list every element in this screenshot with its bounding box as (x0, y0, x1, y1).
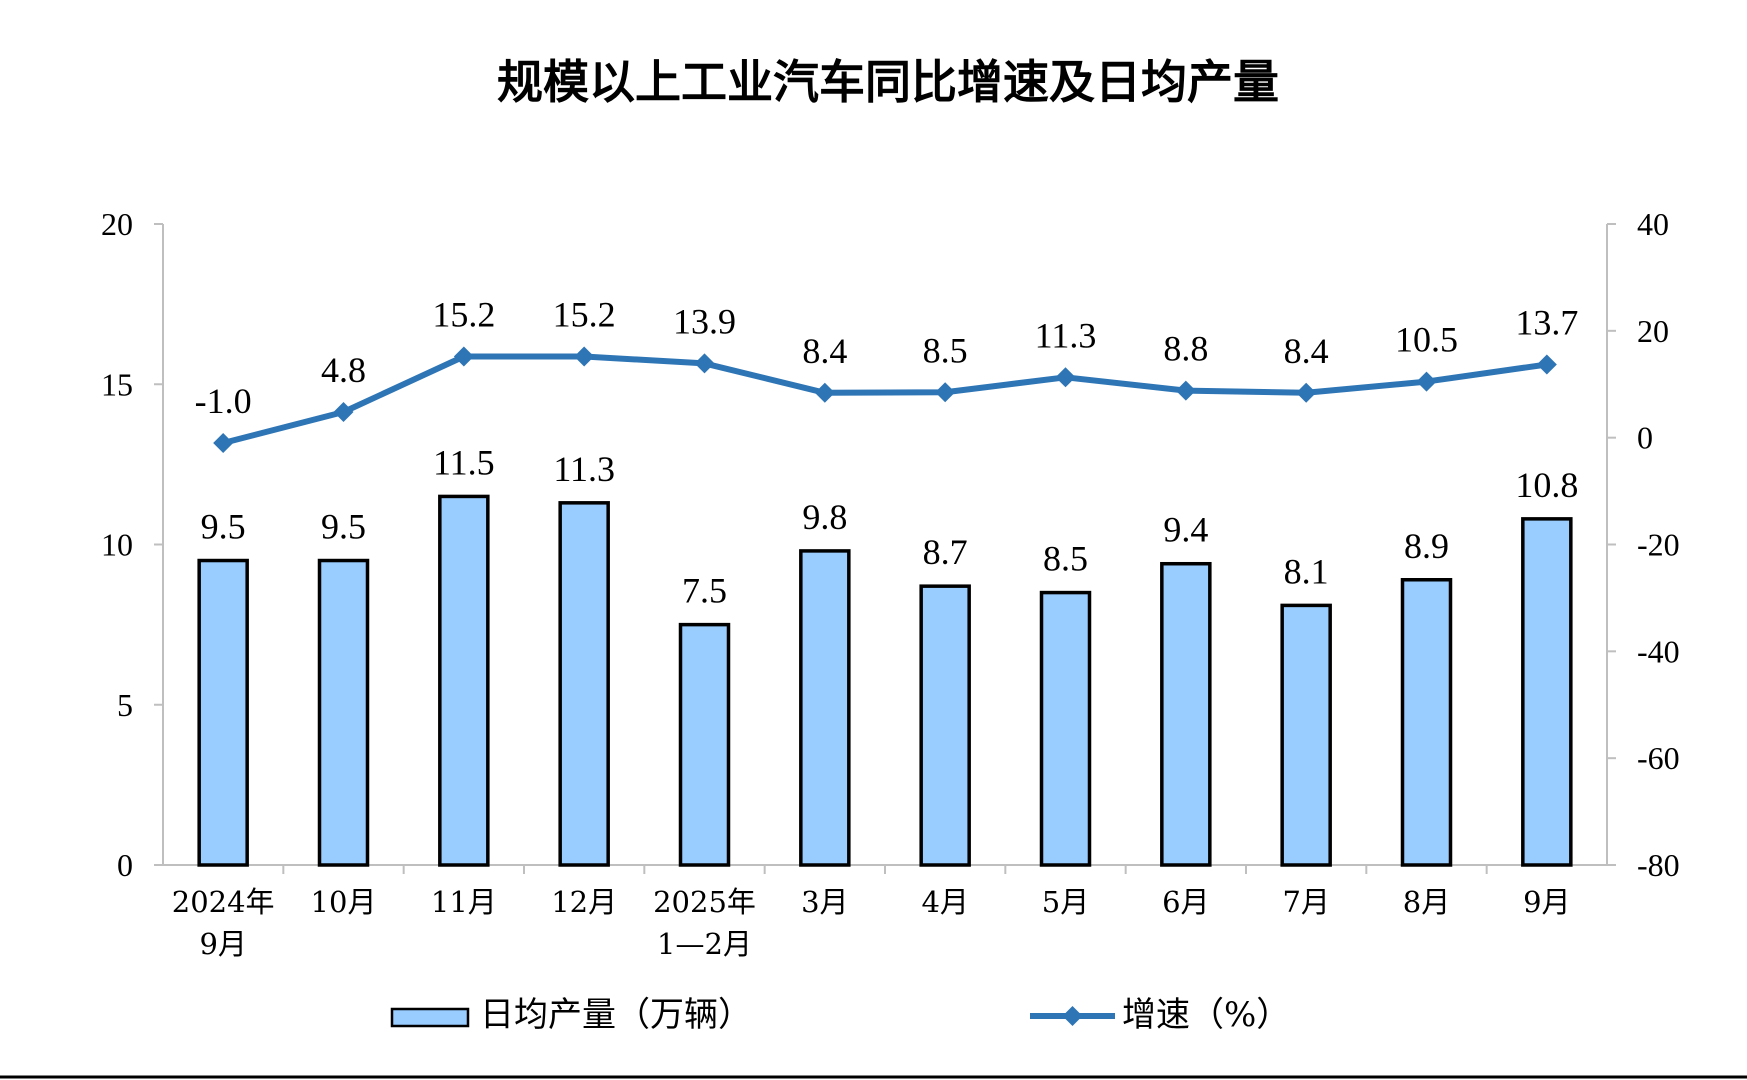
bar-data-label: 7.5 (682, 571, 727, 611)
line-data-label: 8.4 (1284, 331, 1329, 371)
line-data-label: 15.2 (432, 294, 495, 334)
bar-data-label: 8.5 (1043, 539, 1088, 579)
growth-line (222, 353, 1548, 446)
legend-bar-label: 日均产量（万辆） (480, 995, 752, 1035)
category-label: 5月 (1042, 885, 1089, 919)
bar (919, 584, 971, 867)
category-label: 4月 (921, 885, 968, 919)
line-marker (1055, 367, 1076, 388)
bar-data-label: 8.9 (1404, 526, 1449, 566)
bar-data-label: 9.5 (201, 507, 246, 547)
line-data-label: 10.5 (1395, 320, 1458, 360)
left-axis-tick-label: 20 (101, 206, 133, 242)
left-axis-tick-label: 5 (117, 687, 133, 723)
bar (799, 549, 851, 867)
bar (317, 558, 370, 867)
line-marker (1536, 354, 1557, 375)
line-data-label: 13.7 (1515, 302, 1578, 342)
right-axis-tick-label: -20 (1637, 527, 1680, 563)
line-marker (333, 402, 354, 423)
bar-data-label: 11.5 (433, 442, 495, 482)
category-label: 2025年 (653, 885, 756, 919)
bar-data-label: 8.7 (923, 532, 968, 572)
line-marker (574, 346, 595, 367)
right-axis-tick-label: -60 (1637, 740, 1680, 776)
bar (558, 501, 610, 867)
category-label: 8月 (1403, 885, 1450, 919)
category-label: 10月 (311, 885, 377, 919)
category-label: 6月 (1162, 885, 1209, 919)
category-label: 9月 (1523, 885, 1570, 919)
left-axis-tick-label: 15 (101, 366, 133, 402)
bar (1521, 517, 1573, 867)
legend: 日均产量（万辆） 增速（%） (390, 995, 1290, 1035)
right-axis-tick-label: 20 (1637, 313, 1669, 349)
bar (678, 622, 731, 867)
line-data-label: 13.9 (673, 301, 736, 341)
bar-data-label: 10.8 (1515, 465, 1578, 505)
line-marker (213, 433, 234, 454)
line-data-label: 8.4 (802, 331, 847, 371)
bar (1400, 578, 1453, 867)
legend-bar-swatch (390, 1007, 470, 1028)
category-label: 11月 (431, 885, 497, 919)
right-axis-tick-label: 40 (1637, 206, 1669, 242)
category-label: 9月 (199, 927, 246, 961)
right-axis-tick-label: 0 (1637, 420, 1653, 456)
category-label: 1—2月 (657, 927, 752, 961)
chart-title: 规模以上工业汽车同比增速及日均产量 (497, 55, 1279, 109)
line-marker (1175, 380, 1196, 401)
line-data-label: 8.8 (1163, 329, 1208, 369)
left-axis-tick-label: 0 (117, 847, 133, 883)
bar (1160, 561, 1212, 867)
line-data-label: -1.0 (195, 381, 252, 421)
bar (1280, 603, 1332, 867)
line-series (213, 346, 1557, 454)
line-data-label: 8.5 (923, 330, 968, 370)
left-axis-tick-label: 10 (101, 527, 133, 563)
category-label: 7月 (1282, 885, 1329, 919)
line-data-label: 4.8 (321, 350, 366, 390)
bar-data-label: 9.5 (321, 507, 366, 547)
line-marker (694, 353, 715, 374)
category-label: 3月 (801, 885, 848, 919)
bar-series (197, 494, 1573, 867)
line-marker (814, 382, 835, 403)
line-data-label: 11.3 (1035, 315, 1097, 355)
line-marker (453, 346, 474, 367)
line-marker (1416, 371, 1437, 392)
data-labels: 9.5 9.5 11.5 11.3 7.5 9.8 8.7 8.5 9.4 8.1 8.9 10.8 -… (195, 294, 1579, 610)
axes: 0 5 10 15 20 -80 -60 -40 -20 0 20 40 (101, 206, 1680, 883)
line-marker (1296, 382, 1317, 403)
right-axis-tick-label: -40 (1637, 633, 1680, 669)
category-label: 2024年 (172, 885, 275, 919)
line-marker (935, 382, 956, 403)
bar-data-label: 11.3 (553, 449, 615, 489)
category-label: 12月 (551, 885, 617, 919)
bar (438, 494, 490, 867)
bar-data-label: 9.8 (802, 497, 847, 537)
bar-data-label: 8.1 (1284, 551, 1329, 591)
bar (197, 558, 249, 867)
bar (1039, 590, 1092, 867)
legend-line-marker (1062, 1006, 1083, 1026)
category-labels: 2024年 9月 10月 11月 12月 2025年 1—2月 3月 4月 5月 6月 7月 8月 9月 (172, 885, 1571, 961)
bar-data-label: 9.4 (1163, 510, 1208, 550)
right-axis-tick-label: -80 (1637, 847, 1680, 883)
line-data-label: 15.2 (553, 294, 616, 334)
legend-line-label: 增速（%） (1122, 995, 1290, 1035)
